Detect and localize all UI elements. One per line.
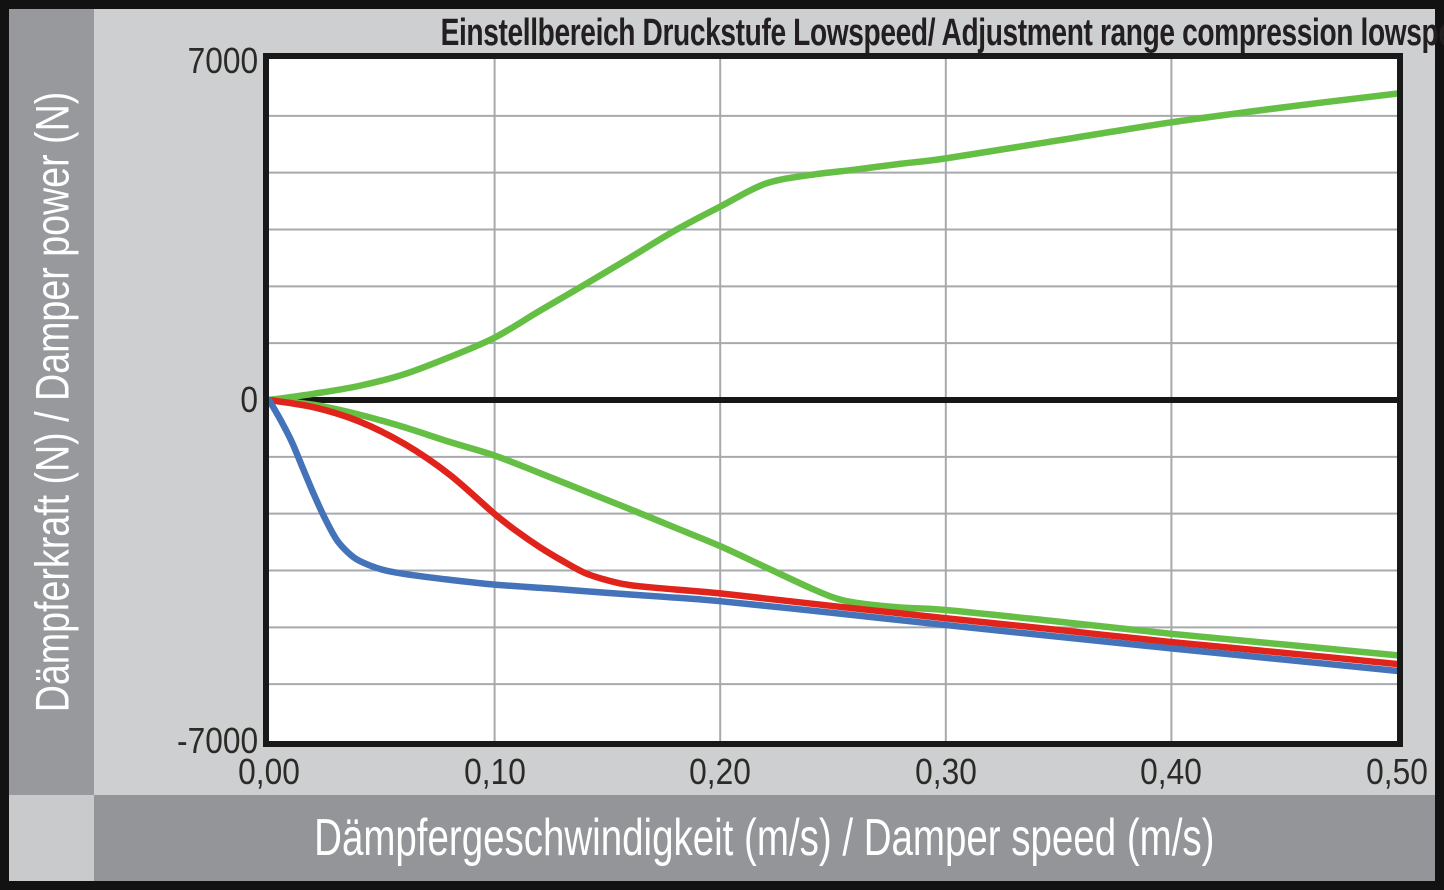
series-red-setting xyxy=(269,396,1397,668)
chart-canvas xyxy=(269,59,1397,741)
y-axis-title: Dämpferkraft (N) / Damper power (N) xyxy=(25,14,80,790)
x-axis-title-text: Dämpfergeschwindigkeit (m/s) / Damper sp… xyxy=(314,809,1215,867)
y-tick-7000: 7000 xyxy=(187,40,258,81)
x-tick-0.10: 0,10 xyxy=(463,751,526,792)
x-tick-0.30: 0,30 xyxy=(914,751,977,792)
series-green-lower-adjustment-min xyxy=(269,396,1397,659)
x-axis-title-band: Dämpfergeschwindigkeit (m/s) / Damper sp… xyxy=(94,795,1435,881)
y-tick-minus-7000: -7000 xyxy=(176,720,258,761)
chart-background: Dämpfergeschwindigkeit (m/s) / Damper sp… xyxy=(9,9,1444,881)
series-green-upper-adjustment-max xyxy=(269,90,1397,404)
chart-title: Einstellbereich Druckstufe Lowspeed/ Adj… xyxy=(440,12,1444,54)
corner-square xyxy=(9,795,94,881)
plot-area xyxy=(263,53,1403,747)
y-axis-title-band xyxy=(9,9,94,795)
x-tick-0.40: 0,40 xyxy=(1140,751,1203,792)
series-blue-setting xyxy=(269,396,1397,675)
y-axis-title-text: Dämpferkraft (N) / Damper power (N) xyxy=(25,91,79,713)
y-tick-0: 0 xyxy=(240,379,258,420)
x-tick-0.50: 0,50 xyxy=(1366,751,1428,792)
x-tick-0.00: 0,00 xyxy=(238,751,300,792)
x-axis-title: Dämpfergeschwindigkeit (m/s) / Damper sp… xyxy=(156,808,1373,868)
x-tick-0.20: 0,20 xyxy=(689,751,752,792)
